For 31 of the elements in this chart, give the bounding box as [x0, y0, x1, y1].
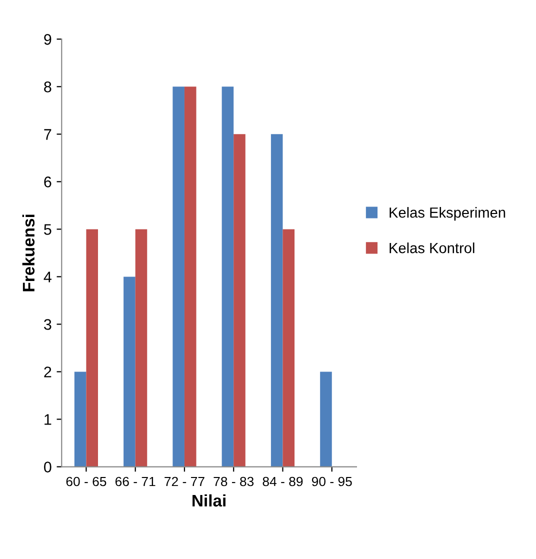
y-tick-label: 6 [44, 176, 52, 188]
y-tick-label: 9 [44, 34, 52, 45]
x-tick-label: 84 - 89 [262, 476, 303, 486]
bar [135, 229, 148, 467]
x-tick-label: 90 - 95 [312, 476, 352, 486]
y-tick-label: 7 [44, 129, 52, 140]
bar [270, 134, 283, 467]
bar [320, 372, 332, 467]
bar [222, 86, 234, 467]
x-tick-label: 72 - 77 [164, 476, 204, 486]
x-tick-label: 78 - 83 [214, 476, 254, 486]
y-tick-label: 4 [44, 272, 52, 282]
bar [86, 229, 98, 467]
x-tick-label: 66 - 71 [115, 476, 156, 486]
bar [124, 276, 136, 467]
y-tick-label: 5 [44, 224, 52, 235]
y-tick-label: 1 [44, 414, 52, 425]
y-tick-label: 8 [44, 82, 52, 92]
legend-label: Kelas Kontrol [390, 242, 474, 254]
bar [172, 86, 184, 467]
bar [74, 372, 86, 467]
bar [282, 229, 295, 467]
y-tick-label: 3 [44, 319, 52, 330]
legend-label: Kelas Eksperimen [390, 207, 506, 221]
y-tick-label: 0 [44, 462, 52, 472]
bar [234, 134, 246, 467]
y-axis-title: Frekuensi [22, 214, 35, 292]
x-tick-label: 60 - 65 [66, 476, 106, 486]
bar [184, 86, 196, 467]
x-axis-title: Nilai [192, 494, 226, 507]
y-tick-label: 2 [44, 366, 52, 378]
